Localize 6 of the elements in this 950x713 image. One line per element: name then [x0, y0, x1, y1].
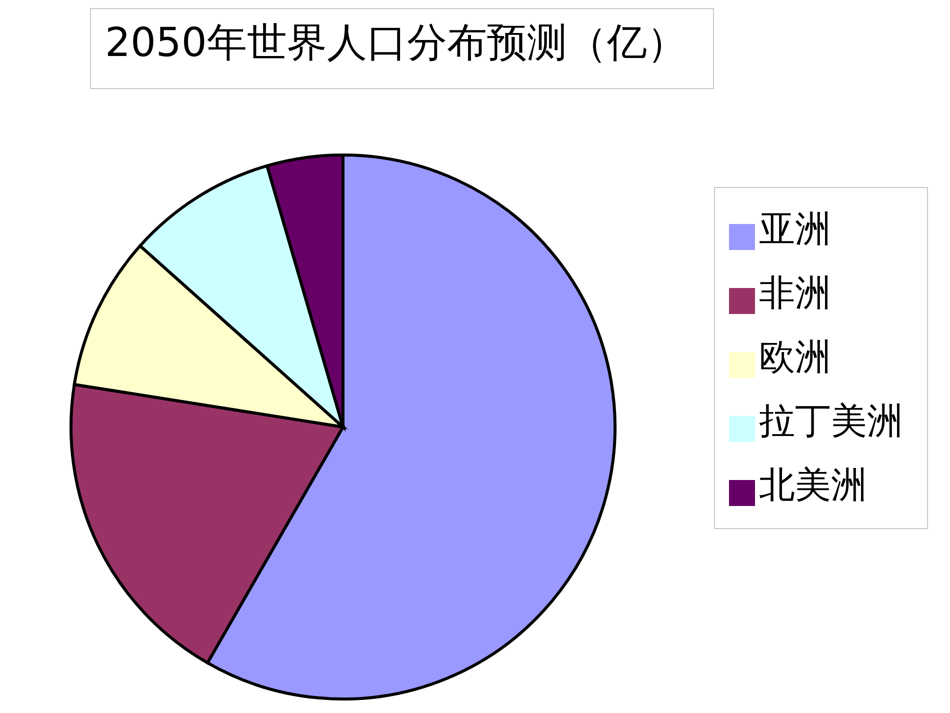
chart-title: 2050年世界人口分布预测（亿） [90, 8, 714, 89]
legend-label: 亚洲 [759, 209, 831, 250]
legend-label: 北美洲 [759, 465, 867, 506]
legend-label: 拉丁美洲 [759, 401, 903, 442]
legend-label: 非洲 [759, 273, 831, 314]
legend-label: 欧洲 [759, 337, 831, 378]
